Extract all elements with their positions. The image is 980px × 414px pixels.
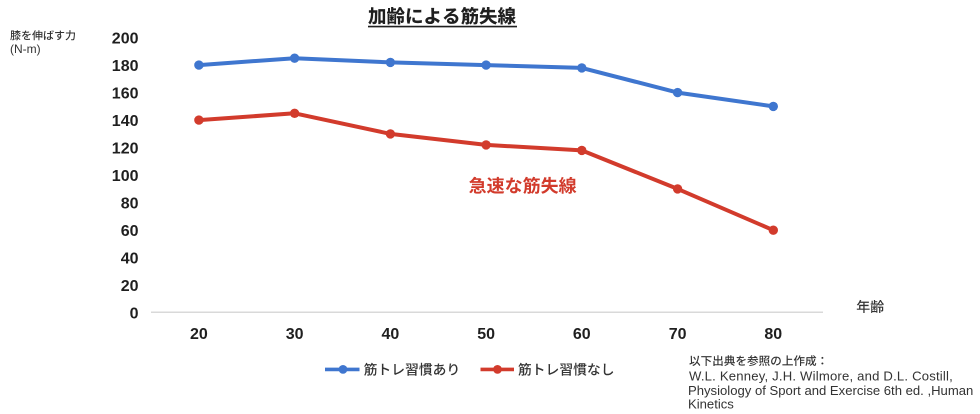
svg-text:200: 200 [112,30,139,47]
svg-text:70: 70 [669,326,687,343]
svg-text:20: 20 [121,278,139,295]
svg-text:50: 50 [477,326,495,343]
svg-text:60: 60 [573,326,591,343]
svg-text:(N-m): (N-m) [10,42,41,56]
svg-text:180: 180 [112,58,139,75]
svg-text:60: 60 [121,223,139,240]
svg-text:100: 100 [112,168,139,185]
svg-text:30: 30 [286,326,304,343]
svg-text:140: 140 [112,113,139,130]
svg-text:Physiology of Sport and Exerci: Physiology of Sport and Exercise 6th ed.… [688,383,973,398]
svg-text:80: 80 [121,196,139,213]
svg-text:160: 160 [112,85,139,102]
svg-text:40: 40 [121,251,139,268]
svg-text:40: 40 [382,326,400,343]
svg-text:20: 20 [190,326,208,343]
svg-text:120: 120 [112,140,139,157]
svg-text:Kinetics: Kinetics [688,397,734,412]
svg-text:0: 0 [130,306,139,323]
svg-text:80: 80 [764,326,782,343]
svg-text:W.L. Kenney, J.H. Wilmore, and: W.L. Kenney, J.H. Wilmore, and D.L. Cost… [689,368,953,383]
